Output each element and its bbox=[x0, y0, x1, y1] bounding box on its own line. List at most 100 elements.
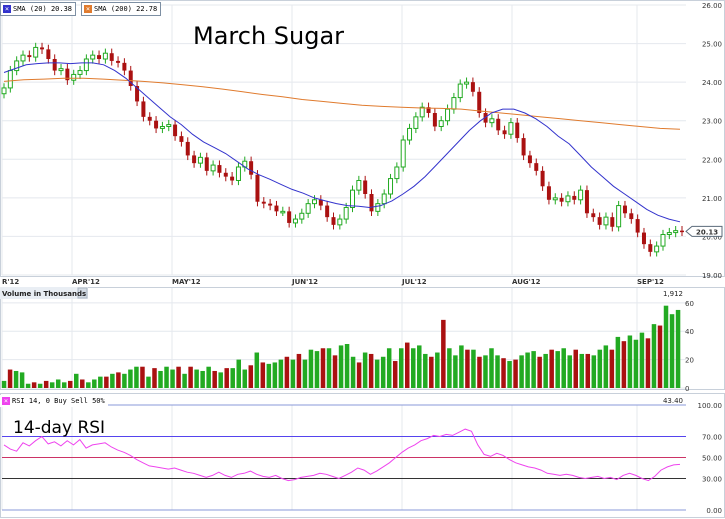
candle-body-down bbox=[261, 201, 266, 204]
candle-body-up bbox=[33, 46, 39, 58]
candle-body-down bbox=[540, 170, 545, 187]
volume-bar bbox=[392, 361, 398, 388]
volume-bar bbox=[398, 348, 404, 388]
candle-body-down bbox=[325, 205, 330, 218]
volume-bar bbox=[591, 355, 597, 388]
candle-body-down bbox=[27, 55, 32, 58]
volume-bar bbox=[260, 362, 266, 388]
candle-body-down bbox=[185, 141, 190, 156]
candle-body-down bbox=[128, 70, 133, 86]
volume-bar bbox=[585, 353, 591, 388]
price-tick-label: 24.00 bbox=[702, 79, 722, 87]
candle-body-up bbox=[445, 108, 451, 122]
rsi-tick-label: 100.00 bbox=[698, 402, 723, 410]
volume-bar bbox=[513, 359, 518, 388]
volume-bar bbox=[1, 380, 7, 388]
x-tick-label: R'12 bbox=[2, 278, 19, 286]
volume-bar bbox=[441, 319, 446, 388]
volume-bar bbox=[296, 353, 302, 388]
volume-title: Volume in Thousands bbox=[2, 290, 86, 298]
price-tick-label: 19.00 bbox=[702, 272, 722, 280]
candle-body-up bbox=[166, 124, 172, 127]
candle-body-down bbox=[648, 244, 653, 252]
volume-bar bbox=[639, 332, 645, 388]
volume-bar bbox=[170, 369, 175, 388]
x-tick-label: AUG'12 bbox=[512, 278, 541, 286]
volume-bar bbox=[603, 345, 609, 388]
candle-body-down bbox=[363, 180, 368, 194]
volume-bar bbox=[651, 324, 657, 388]
close-icon[interactable]: × bbox=[2, 397, 10, 405]
candle-body-up bbox=[210, 164, 216, 172]
candle-body-up bbox=[489, 118, 495, 124]
candle-body-down bbox=[46, 49, 51, 59]
sma200-legend[interactable]: × SMA (200) 22.78 bbox=[81, 2, 162, 16]
candle-body-up bbox=[654, 245, 660, 253]
volume-bar bbox=[278, 359, 284, 388]
candle-body-up bbox=[457, 83, 463, 99]
candle-body-down bbox=[179, 136, 184, 142]
volume-bar bbox=[308, 349, 314, 388]
candle-body-up bbox=[71, 73, 77, 81]
rsi-legend[interactable]: × RSI 14, 0 Buy Sell 50% bbox=[0, 395, 108, 407]
candle-body-down bbox=[249, 161, 254, 175]
candle-body-down bbox=[318, 199, 323, 206]
close-icon[interactable]: × bbox=[3, 5, 11, 13]
volume-bar bbox=[140, 366, 145, 388]
volume-bar bbox=[25, 383, 31, 388]
candle-body-up bbox=[197, 156, 203, 164]
volume-bar bbox=[362, 352, 368, 388]
volume-bar bbox=[218, 372, 223, 388]
candle-body-down bbox=[502, 130, 507, 135]
close-icon[interactable]: × bbox=[84, 5, 92, 13]
volume-bar bbox=[104, 376, 109, 388]
candle-body-up bbox=[299, 212, 305, 220]
rsi-panel bbox=[3, 428, 681, 482]
candle-body-up bbox=[280, 210, 286, 214]
volume-bar bbox=[501, 358, 506, 388]
volume-bar bbox=[19, 372, 25, 388]
sma20-legend[interactable]: × SMA (20) 20.38 bbox=[0, 2, 77, 16]
volume-bar bbox=[531, 351, 536, 388]
x-tick-label: SEP'12 bbox=[637, 278, 664, 286]
volume-bar bbox=[525, 352, 530, 388]
volume-bar bbox=[465, 349, 470, 388]
candle-body-down bbox=[534, 163, 539, 171]
candle-body-down bbox=[597, 217, 602, 225]
volume-bar bbox=[471, 349, 476, 388]
last-price-label: 20.13 bbox=[696, 228, 718, 236]
volume-bar bbox=[284, 356, 290, 388]
candle-body-down bbox=[255, 174, 260, 202]
volume-bar bbox=[188, 366, 193, 388]
volume-bar bbox=[549, 349, 554, 388]
candle-body-down bbox=[635, 219, 640, 233]
candle-body-up bbox=[14, 60, 20, 72]
volume-bar bbox=[242, 369, 248, 388]
volume-bar bbox=[519, 355, 524, 388]
sma20-legend-value: 20.38 bbox=[50, 5, 73, 13]
volume-bar bbox=[236, 359, 241, 388]
candle-body-up bbox=[77, 70, 83, 75]
rsi-title: 14-day RSI bbox=[13, 418, 105, 438]
candle-body-down bbox=[141, 101, 146, 117]
candle-body-down bbox=[432, 113, 437, 127]
candle-body-up bbox=[343, 207, 349, 220]
volume-bar bbox=[182, 373, 187, 388]
volume-bar bbox=[489, 348, 494, 388]
candle-body-down bbox=[331, 217, 336, 225]
candle-body-up bbox=[552, 197, 558, 201]
candle-body-up bbox=[337, 218, 343, 226]
volume-bar bbox=[453, 355, 458, 388]
candle-body-up bbox=[464, 81, 470, 85]
volume-tick-label: 40 bbox=[685, 328, 694, 336]
volume-bar bbox=[128, 369, 133, 388]
candle-body-up bbox=[20, 54, 26, 62]
volume-tick-label: 20 bbox=[685, 357, 694, 365]
volume-bar bbox=[146, 376, 151, 388]
chart-title: March Sugar bbox=[193, 22, 344, 50]
collapse-icon bbox=[77, 287, 88, 299]
candle-body-up bbox=[356, 180, 362, 191]
candle-body-down bbox=[477, 91, 482, 113]
